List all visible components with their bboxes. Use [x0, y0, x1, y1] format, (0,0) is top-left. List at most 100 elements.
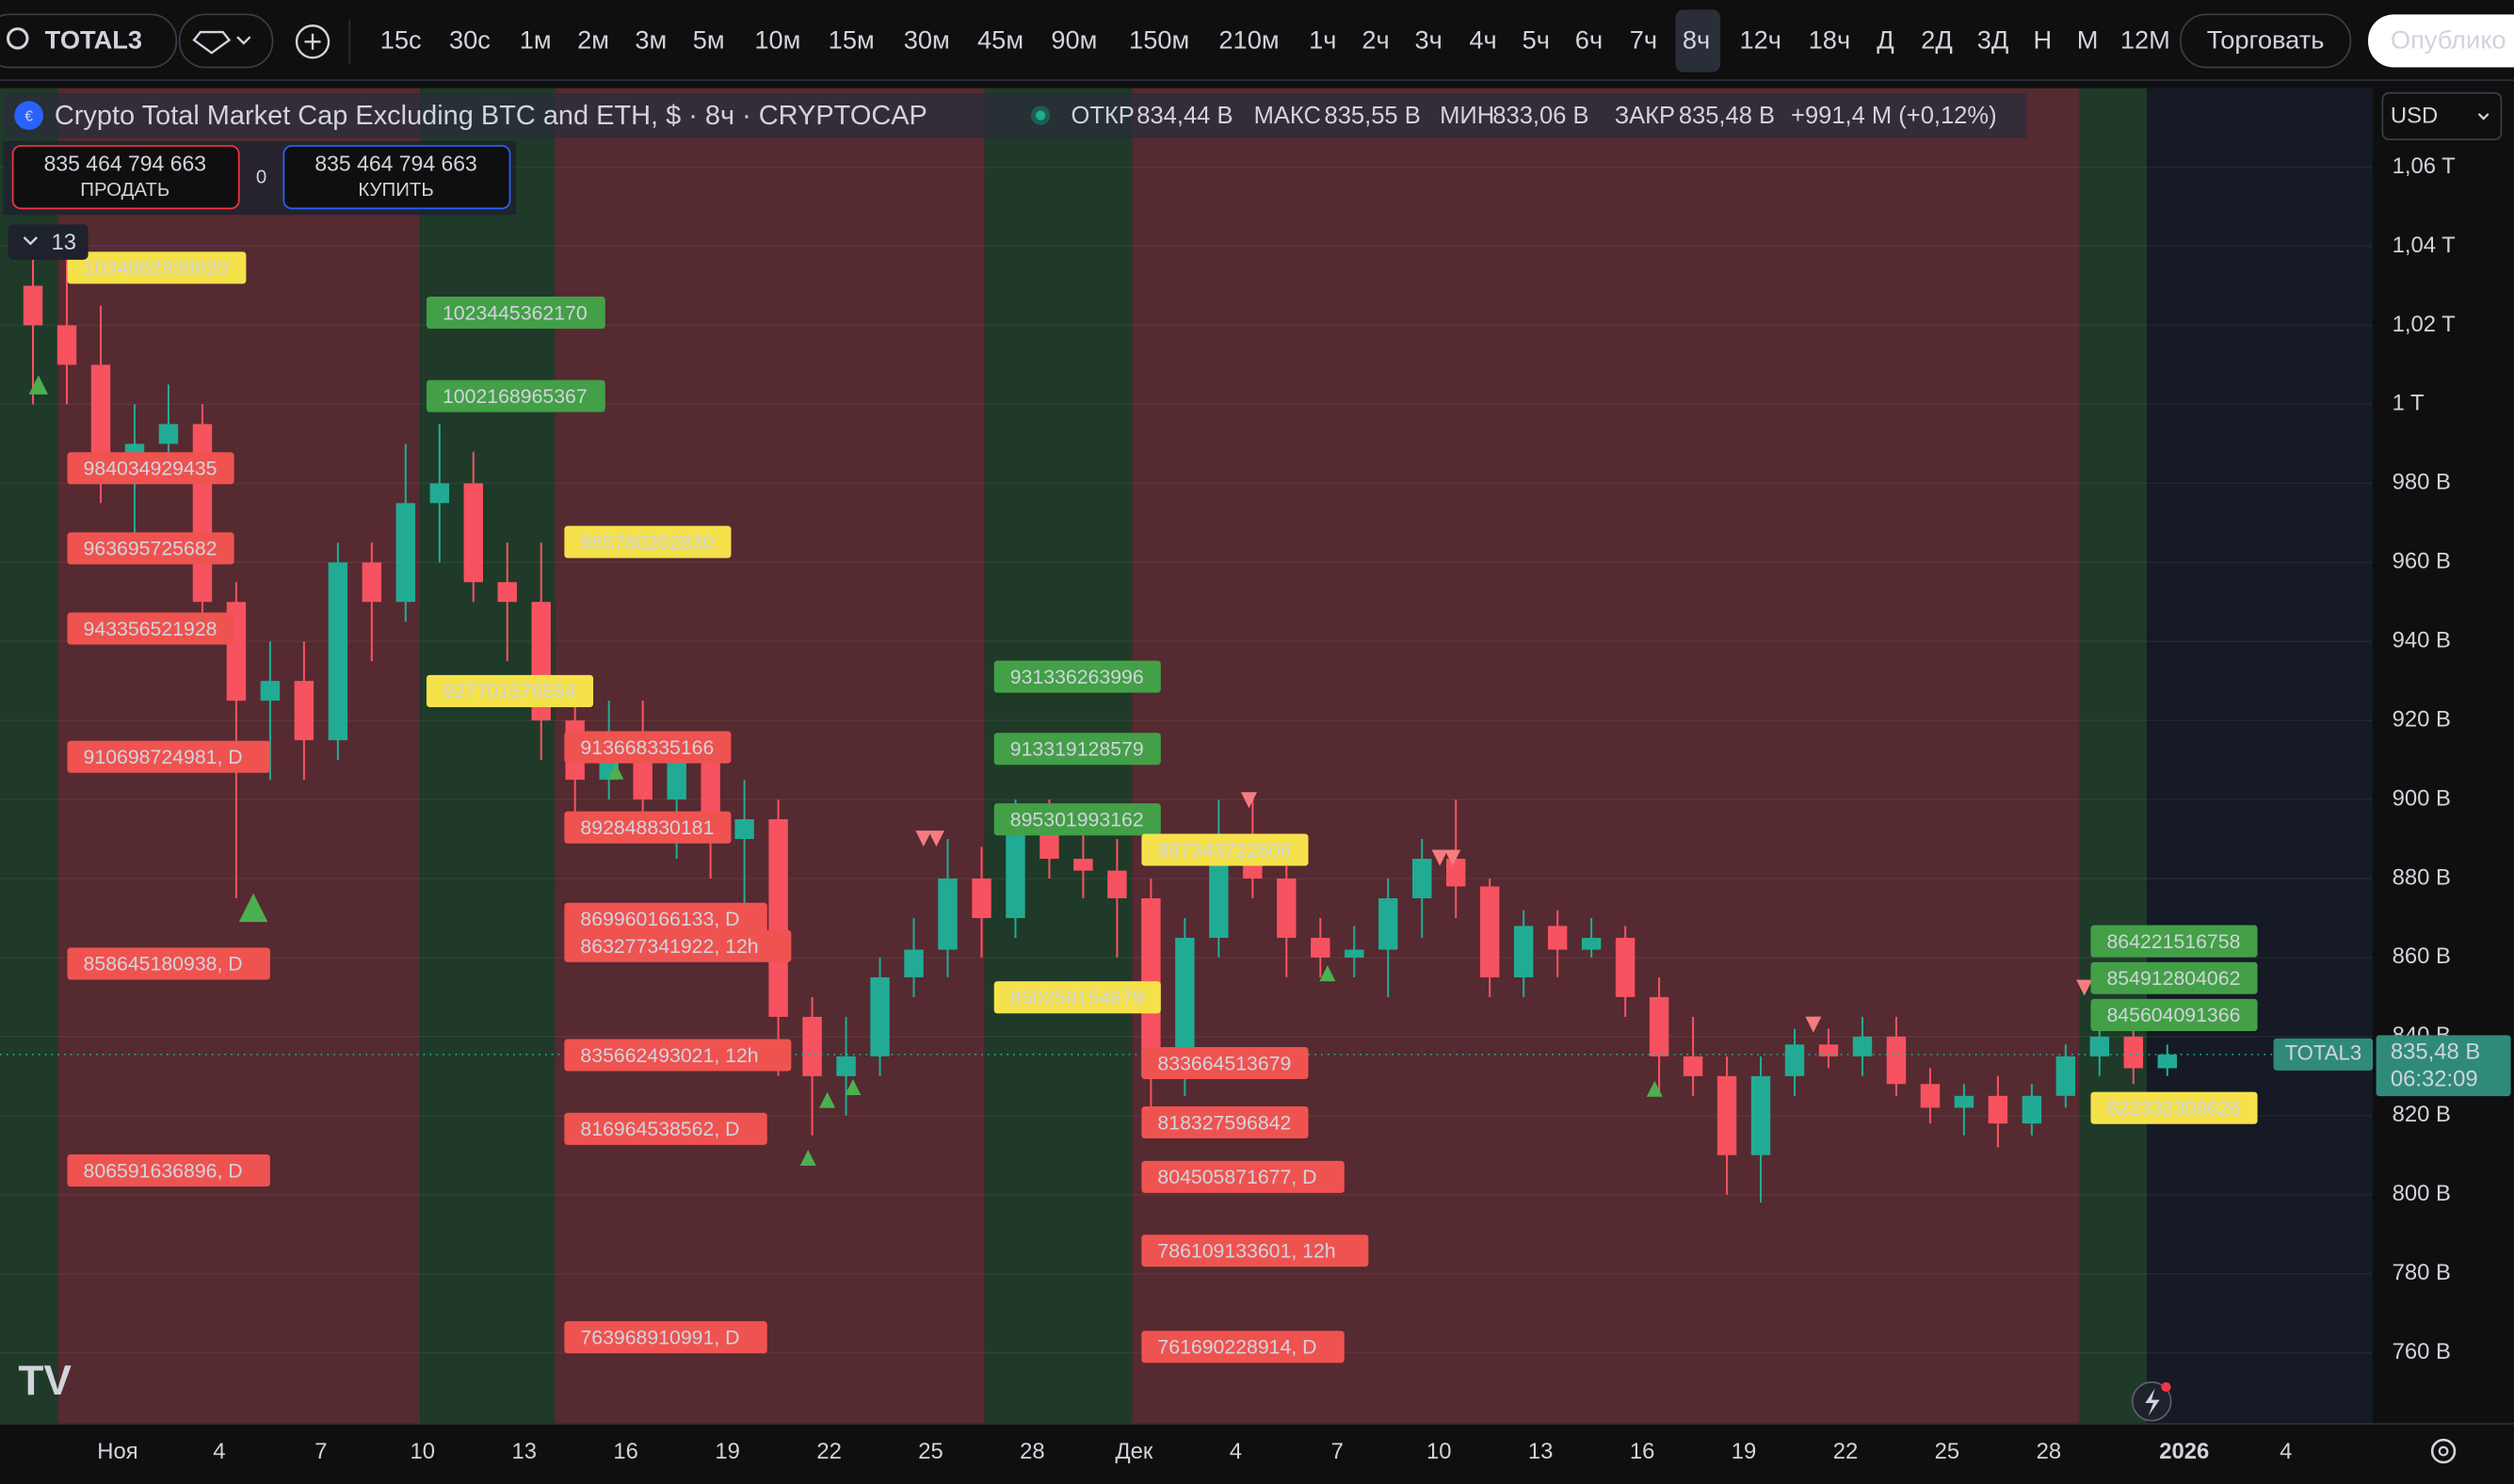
candle-body [1107, 870, 1127, 898]
interval[interactable]: 210м [1218, 24, 1279, 54]
interval[interactable]: 90м [1051, 24, 1097, 54]
x-tick-label: 19 [715, 1439, 740, 1464]
interval[interactable]: 4ч [1469, 24, 1496, 54]
symbol[interactable]: TOTAL3 [45, 24, 142, 54]
interval[interactable]: М [2077, 24, 2099, 54]
buy-signal [1646, 1080, 1663, 1097]
candle-body [1547, 926, 1568, 950]
candle-body [734, 819, 754, 840]
trade-button[interactable] [2179, 13, 2352, 69]
symbol-search[interactable] [0, 13, 178, 69]
interval[interactable]: Н [2034, 24, 2053, 54]
candle-body [2022, 1095, 2042, 1124]
price-tag-bg [564, 1112, 767, 1145]
interval[interactable]: 7ч [1630, 24, 1657, 54]
sell-label[interactable]: ПРОДАТЬ [80, 180, 169, 201]
compare-button[interactable] [178, 13, 274, 69]
x-tick-label: 10 [1426, 1439, 1452, 1464]
interval[interactable]: 12ч [1739, 24, 1781, 54]
interval[interactable]: 2м [577, 24, 609, 54]
price-tag: 869960166133, D [580, 908, 739, 930]
buy-signal [238, 893, 268, 923]
interval[interactable]: 8ч [1683, 24, 1710, 54]
price-tag-bg [67, 452, 234, 485]
y-tick-label: 900 B [2393, 785, 2451, 811]
settings-icon[interactable] [2430, 1438, 2457, 1464]
price-tag: 835662493021, 12h [580, 1044, 758, 1067]
price-tag-bg [426, 379, 605, 412]
price-tag: 913319128579 [1010, 738, 1144, 761]
price-tag: 984034929435 [84, 458, 218, 480]
band [2147, 88, 2374, 1425]
price-tag: 927701576554 [443, 680, 576, 702]
currency-select[interactable] [2381, 91, 2503, 141]
interval[interactable]: 2Д [1921, 24, 1953, 54]
interval[interactable]: 5м [693, 24, 725, 54]
price-tag-bg [67, 740, 270, 773]
add-button[interactable] [295, 24, 330, 59]
candle-body [294, 681, 314, 741]
publish-label[interactable]: Опублико [2391, 24, 2506, 54]
interval[interactable]: 45м [977, 24, 1023, 54]
price-tag: 761690228914, D [1157, 1336, 1316, 1359]
interval[interactable]: 3ч [1415, 24, 1442, 54]
signal-markers [28, 375, 2093, 1166]
interval[interactable]: Д [1877, 24, 1894, 54]
price-tag: 850259154679 [1010, 987, 1144, 1009]
candle-body [395, 503, 416, 603]
lightning-icon [2145, 1388, 2160, 1416]
active-interval-bg [1675, 9, 1721, 73]
y-tick-label: 1 T [2393, 391, 2425, 416]
interval[interactable]: 18ч [1809, 24, 1850, 54]
symbol-tag: TOTAL3 [2285, 1041, 2362, 1065]
buy-signal [1319, 965, 1336, 982]
legend-bg [3, 92, 2027, 138]
interval[interactable]: 15м [829, 24, 875, 54]
buy-price[interactable]: 835 464 794 663 [314, 151, 476, 175]
candle-body [2123, 1036, 2144, 1069]
candle-body [1311, 937, 1330, 958]
interval[interactable]: 150м [1129, 24, 1189, 54]
interval[interactable]: 30м [904, 24, 950, 54]
candle-body [1683, 1056, 1703, 1076]
interval[interactable]: 6ч [1575, 24, 1603, 54]
price-tag: 863277341922, 12h [580, 935, 758, 958]
candle-body [1445, 859, 1466, 887]
price-tag-bg [993, 733, 1161, 766]
x-tick-label: 4 [1230, 1439, 1242, 1464]
interval[interactable]: 10м [754, 24, 800, 54]
interval[interactable]: 30с [449, 24, 491, 54]
buy-label[interactable]: КУПИТЬ [358, 180, 433, 201]
candle-body [1954, 1095, 1974, 1108]
price-tag: 763968910991, D [580, 1327, 739, 1349]
interval[interactable]: 1ч [1309, 24, 1336, 54]
interval[interactable]: 5ч [1523, 24, 1550, 54]
sell-button[interactable] [11, 145, 240, 210]
candle-body [1513, 926, 1534, 977]
candle-body [1988, 1095, 2008, 1124]
publish-button[interactable] [2368, 14, 2514, 68]
candle-body [56, 325, 77, 365]
interval[interactable]: 15с [380, 24, 422, 54]
trade-label[interactable]: Торговать [2207, 24, 2325, 54]
sell-price[interactable]: 835 464 794 663 [44, 151, 206, 175]
currency[interactable]: USD [2391, 104, 2438, 129]
candle-body [972, 878, 991, 918]
buy-button[interactable] [282, 145, 511, 210]
close-value: 835,48 B [1679, 103, 1775, 129]
interval[interactable]: 3Д [1977, 24, 2009, 54]
candle-body [362, 562, 382, 603]
interval[interactable]: 3м [635, 24, 667, 54]
candle-body [497, 582, 517, 603]
indicator-count[interactable]: 13 [51, 230, 76, 255]
indicators-toggle[interactable] [8, 224, 89, 260]
open-value: 834,44 B [1136, 103, 1233, 129]
status-dot-inner [1036, 110, 1046, 121]
symbol-tag-bg [2273, 1038, 2374, 1071]
high-label: МАКС [1254, 103, 1321, 129]
interval[interactable]: 1м [520, 24, 552, 54]
last-price-label: 835,48 B [2391, 1039, 2480, 1064]
interval[interactable]: 2ч [1362, 24, 1389, 54]
interval[interactable]: 12М [2120, 24, 2170, 54]
x-tick-label: 7 [1331, 1439, 1344, 1464]
